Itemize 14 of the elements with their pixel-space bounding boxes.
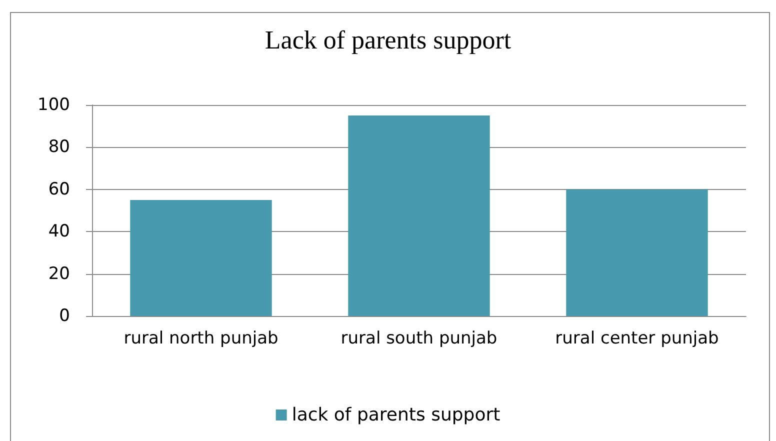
- bar: [130, 200, 272, 316]
- x-tick-label: rural south punjab: [340, 328, 498, 348]
- y-tick-label: 40: [48, 222, 70, 242]
- y-tick-label: 20: [48, 264, 70, 284]
- legend-label: lack of parents support: [292, 404, 500, 426]
- x-tick-label: rural center punjab: [555, 328, 719, 348]
- y-tick-label: 60: [48, 179, 70, 200]
- chart-title: Lack of parents support: [264, 26, 512, 54]
- x-tick-label: rural north punjab: [124, 328, 278, 348]
- y-tick-label: 80: [48, 137, 70, 158]
- y-tick-label: 100: [38, 95, 70, 115]
- bar: [566, 189, 708, 316]
- bar: [348, 116, 490, 316]
- y-tick-label: 0: [59, 306, 70, 326]
